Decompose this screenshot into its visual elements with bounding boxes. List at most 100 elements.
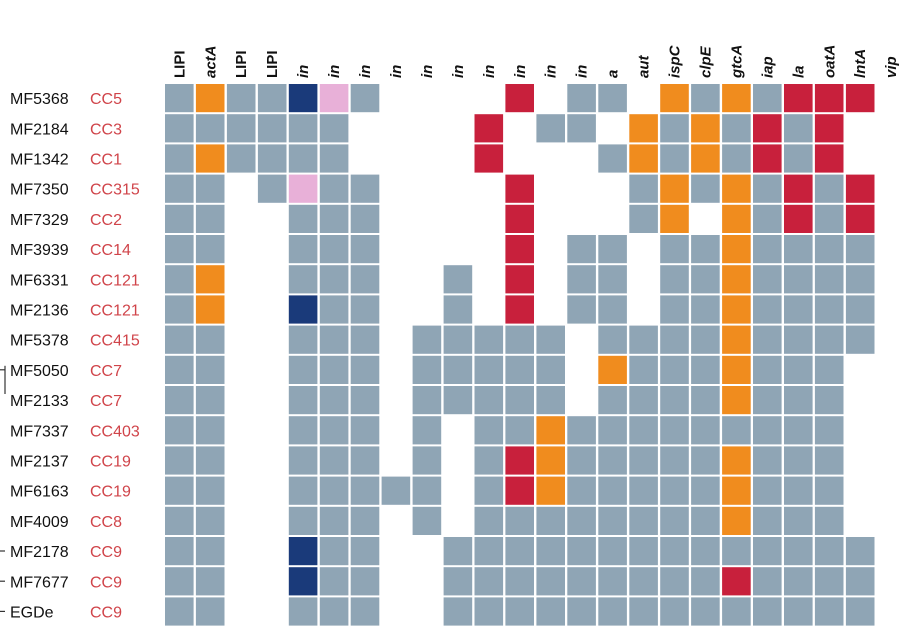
heatmap-cell (567, 506, 596, 535)
heatmap-cell (443, 325, 473, 354)
heatmap-cell (753, 446, 782, 475)
heatmap-cell (753, 325, 782, 354)
heatmap-cell (195, 295, 225, 324)
heatmap-cell (536, 325, 565, 354)
heatmap-cell (226, 84, 256, 113)
heatmap-cell (753, 265, 782, 294)
row-strain-label: MF2133 (10, 393, 69, 410)
heatmap-cell (753, 174, 782, 203)
row-strain-label: MF6163 (10, 484, 69, 501)
heatmap-cell (505, 386, 534, 415)
heatmap-cell (319, 295, 349, 324)
heatmap-cell (381, 476, 411, 505)
heatmap-cell (443, 265, 473, 294)
heatmap-cell (691, 235, 720, 264)
heatmap-cell (567, 597, 596, 626)
heatmap-cell (629, 446, 658, 475)
heatmap-cell (165, 325, 194, 354)
heatmap-cell (257, 174, 287, 203)
column-label: LIPI (171, 50, 188, 78)
heatmap-cell (350, 174, 380, 203)
row-strain-label: EGDe (10, 605, 54, 622)
row-strain-label: MF5368 (10, 91, 69, 108)
heatmap-cell (814, 567, 844, 596)
heatmap-cell (629, 144, 658, 173)
column-label: oatA (821, 45, 838, 78)
heatmap-cell (195, 567, 225, 596)
heatmap-cell (753, 476, 782, 505)
heatmap-cell (474, 144, 504, 173)
heatmap-cell (722, 355, 751, 384)
heatmap-cell (567, 567, 596, 596)
heatmap-cell (753, 295, 782, 324)
heatmap-cell (784, 355, 813, 384)
row-cc-label: CC3 (90, 121, 122, 138)
heatmap-cell (350, 567, 380, 596)
heatmap-cell (753, 386, 782, 415)
heatmap-cell (629, 325, 658, 354)
heatmap-cell (598, 537, 627, 566)
heatmap-cell (319, 416, 349, 445)
heatmap-cell (722, 386, 751, 415)
heatmap-cell (814, 597, 844, 626)
heatmap-cell (288, 174, 318, 203)
row-strain-label: MF4009 (10, 514, 69, 531)
heatmap-cell (412, 476, 442, 505)
heatmap-cell (784, 144, 813, 173)
heatmap-cell (536, 476, 565, 505)
heatmap-cell (536, 446, 565, 475)
row-cc-label: CC9 (90, 544, 122, 561)
heatmap-cell (722, 446, 751, 475)
heatmap-cell (319, 114, 349, 143)
column-label: la (790, 65, 807, 78)
heatmap-cell (474, 386, 504, 415)
heatmap-cell (784, 506, 813, 535)
row-strain-label: MF7329 (10, 212, 69, 229)
row-cc-label: CC9 (90, 605, 122, 622)
heatmap-cell (660, 114, 689, 143)
heatmap-cell (350, 597, 380, 626)
heatmap-cell (319, 325, 349, 354)
row-cc-label: CC19 (90, 484, 131, 501)
heatmap-cell (629, 476, 658, 505)
heatmap-cell (567, 446, 596, 475)
heatmap-cell (629, 386, 658, 415)
heatmap-cell (165, 174, 194, 203)
heatmap-cell (288, 235, 318, 264)
heatmap-cell (257, 144, 287, 173)
heatmap-cell (660, 235, 689, 264)
heatmap-cell (165, 597, 194, 626)
heatmap-cell (350, 235, 380, 264)
heatmap-cell (195, 597, 225, 626)
column-label: in (326, 65, 343, 78)
heatmap-cell (691, 114, 720, 143)
heatmap-cell (319, 355, 349, 384)
heatmap-cell (845, 295, 875, 324)
heatmap-cell (598, 265, 627, 294)
heatmap-cell (195, 265, 225, 294)
heatmap-cell (319, 506, 349, 535)
heatmap-cell (660, 174, 689, 203)
heatmap-cell (195, 386, 225, 415)
heatmap-cell (753, 567, 782, 596)
heatmap-cell (567, 295, 596, 324)
heatmap-cell (784, 446, 813, 475)
heatmap-cell (784, 84, 813, 113)
heatmap-cell (722, 174, 751, 203)
heatmap-cell (784, 416, 813, 445)
column-label: in (481, 65, 498, 78)
heatmap-cell (536, 114, 565, 143)
heatmap-cell (505, 265, 534, 294)
heatmap-cell (845, 567, 875, 596)
heatmap-cell (691, 325, 720, 354)
heatmap-cell (536, 567, 565, 596)
heatmap-cell (753, 597, 782, 626)
heatmap-cell (195, 476, 225, 505)
heatmap-cell (598, 506, 627, 535)
heatmap-cell (598, 295, 627, 324)
heatmap-cell (505, 325, 534, 354)
heatmap-cell (567, 476, 596, 505)
row-strain-label: MF7350 (10, 182, 69, 199)
heatmap-cell (195, 174, 225, 203)
heatmap-cell (598, 144, 627, 173)
